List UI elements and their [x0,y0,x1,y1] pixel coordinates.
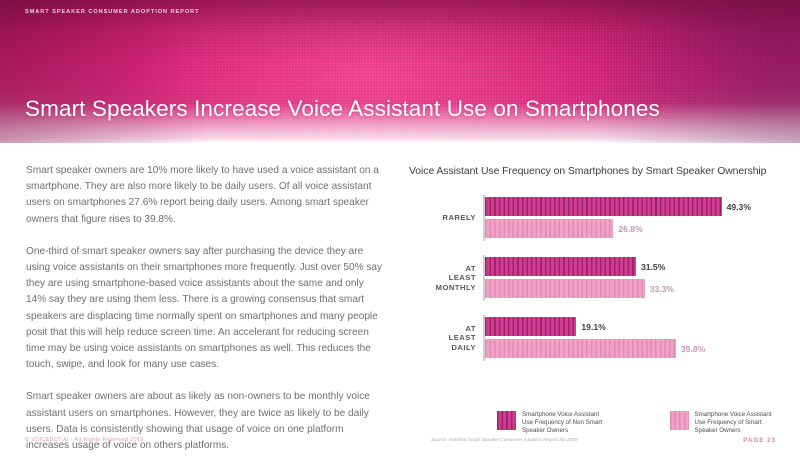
legend-swatch-non-owner [497,411,516,430]
report-eyebrow-label: SMART SPEAKER CONSUMER ADOPTION REPORT [25,9,200,15]
bar-row-nonowner-monthly: 31.5% [484,257,666,276]
bar-owner-rarely [484,219,614,238]
category-label-at-least-daily: AT LEAST DAILY [409,324,483,353]
bar-value-nonowner-monthly: 31.5% [640,261,666,272]
footer-page-number: PAGE 23 [743,437,776,444]
bar-group-rarely: RARELY 49.3% 26.8% [409,195,784,241]
bar-nonowner-rarely [484,197,722,216]
chart-panel: Voice Assistant Use Frequency on Smartph… [409,166,784,442]
bar-value-owner-monthly: 33.3% [649,283,675,294]
category-label-at-least-monthly: AT LEAST MONTHLY [409,264,483,293]
bar-row-nonowner-rarely: 49.3% [484,197,751,216]
category-label-at-least-daily-text: AT LEAST DAILY [448,323,476,352]
legend-swatch-owner [669,411,689,430]
banner-vignette-overlay [0,0,800,143]
value-axis-line [483,255,485,301]
legend-label-owner: Smartphone Voice Assistant Use Frequency… [694,411,772,435]
legend-label-non-owner: Smartphone Voice Assistant Use Frequency… [522,411,603,435]
header-banner: SMART SPEAKER CONSUMER ADOPTION REPORT S… [0,0,800,143]
bar-group-at-least-monthly: AT LEAST MONTHLY 31.5% 33.3% [409,255,784,301]
chart-source-note: Source: Voicebot Smart Speaker Consumer … [431,437,578,442]
bar-row-owner-rarely: 26.8% [484,219,643,238]
bar-pair-at-least-daily: 19.1% 39.8% [484,315,784,361]
bar-owner-monthly [484,279,645,298]
bar-value-nonowner-daily: 19.1% [581,321,606,332]
legend-item-non-smart-speaker-owners: Smartphone Voice Assistant Use Frequency… [497,411,612,436]
legend-item-smart-speaker-owners: Smartphone Voice Assistant Use Frequency… [669,411,785,436]
paragraph-1: Smart speaker owners are 10% more likely… [26,165,379,225]
chart-title: Voice Assistant Use Frequency on Smartph… [409,166,767,177]
bar-value-nonowner-rarely: 49.3% [726,201,751,212]
bar-value-owner-rarely: 26.8% [618,223,643,234]
bar-pair-at-least-monthly: 31.5% 33.3% [484,255,784,301]
slide-title: Smart Speakers Increase Voice Assistant … [25,96,660,121]
bar-chart-plot-area: RARELY 49.3% 26.8% AT LEAST MONTHLY [409,195,784,442]
footer-copyright: © VOICEBOT.AI - All Rights Reserved 2019 [25,437,144,443]
paragraph-2: One-third of smart speaker owners say af… [26,245,383,371]
paragraph-3: Smart speaker owners are about as likely… [26,391,370,452]
category-label-rarely: RARELY [409,213,483,223]
bar-row-nonowner-daily: 19.1% [484,317,606,336]
bar-owner-daily [484,339,676,358]
bar-nonowner-monthly [484,257,636,276]
bar-nonowner-daily [484,317,577,336]
bar-pair-rarely: 49.3% 26.8% [484,195,784,241]
body-copy: Smart speaker owners are 10% more likely… [26,163,383,454]
category-label-at-least-monthly-text: AT LEAST MONTHLY [435,263,476,292]
bar-row-owner-daily: 39.8% [484,339,706,358]
chart-legend: Smartphone Voice Assistant Use Frequency… [497,411,784,436]
value-axis-line [483,195,485,241]
value-axis-line [483,315,485,361]
bar-row-owner-monthly: 33.3% [484,279,675,298]
bar-value-owner-daily: 39.8% [680,343,706,354]
category-label-rarely-text: RARELY [442,213,476,223]
bar-group-at-least-daily: AT LEAST DAILY 19.1% 39.8% [409,315,784,361]
